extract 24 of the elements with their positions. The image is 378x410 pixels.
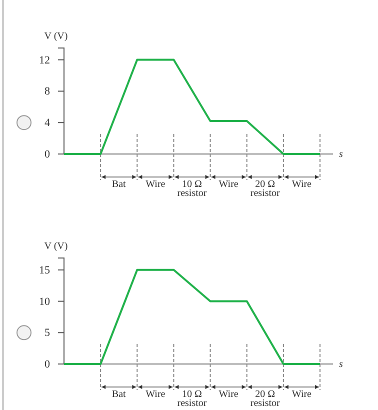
text: Wire (218, 179, 239, 190)
y-tick-label: 0 (44, 148, 50, 161)
y-tick-label: 12 (39, 54, 50, 66)
text: Wire (218, 389, 239, 400)
text: Wire (292, 179, 312, 190)
x-axis-title: s (339, 149, 343, 160)
x-axis-title: s (339, 359, 343, 370)
y-tick-label: 4 (44, 117, 50, 130)
text: 20 Ω resistor (250, 179, 281, 199)
text: 10 Ω resistor (177, 389, 208, 409)
y-tick-label: 0 (44, 358, 50, 371)
y-tick-label: 8 (44, 86, 50, 98)
text: Wire (292, 389, 312, 400)
text: Bat (112, 179, 126, 190)
text: Wire (146, 179, 166, 190)
y-axis-title: V (V) (44, 241, 68, 252)
text: 10 Ω resistor (177, 179, 208, 199)
y-tick-label: 5 (44, 327, 50, 340)
text: Wire (146, 389, 166, 400)
y-axis-title: V (V) (44, 31, 68, 42)
text: Bat (112, 389, 126, 400)
text: 20 Ω resistor (250, 389, 281, 409)
y-tick-label: 15 (39, 264, 50, 276)
y-tick-label: 10 (39, 296, 50, 308)
